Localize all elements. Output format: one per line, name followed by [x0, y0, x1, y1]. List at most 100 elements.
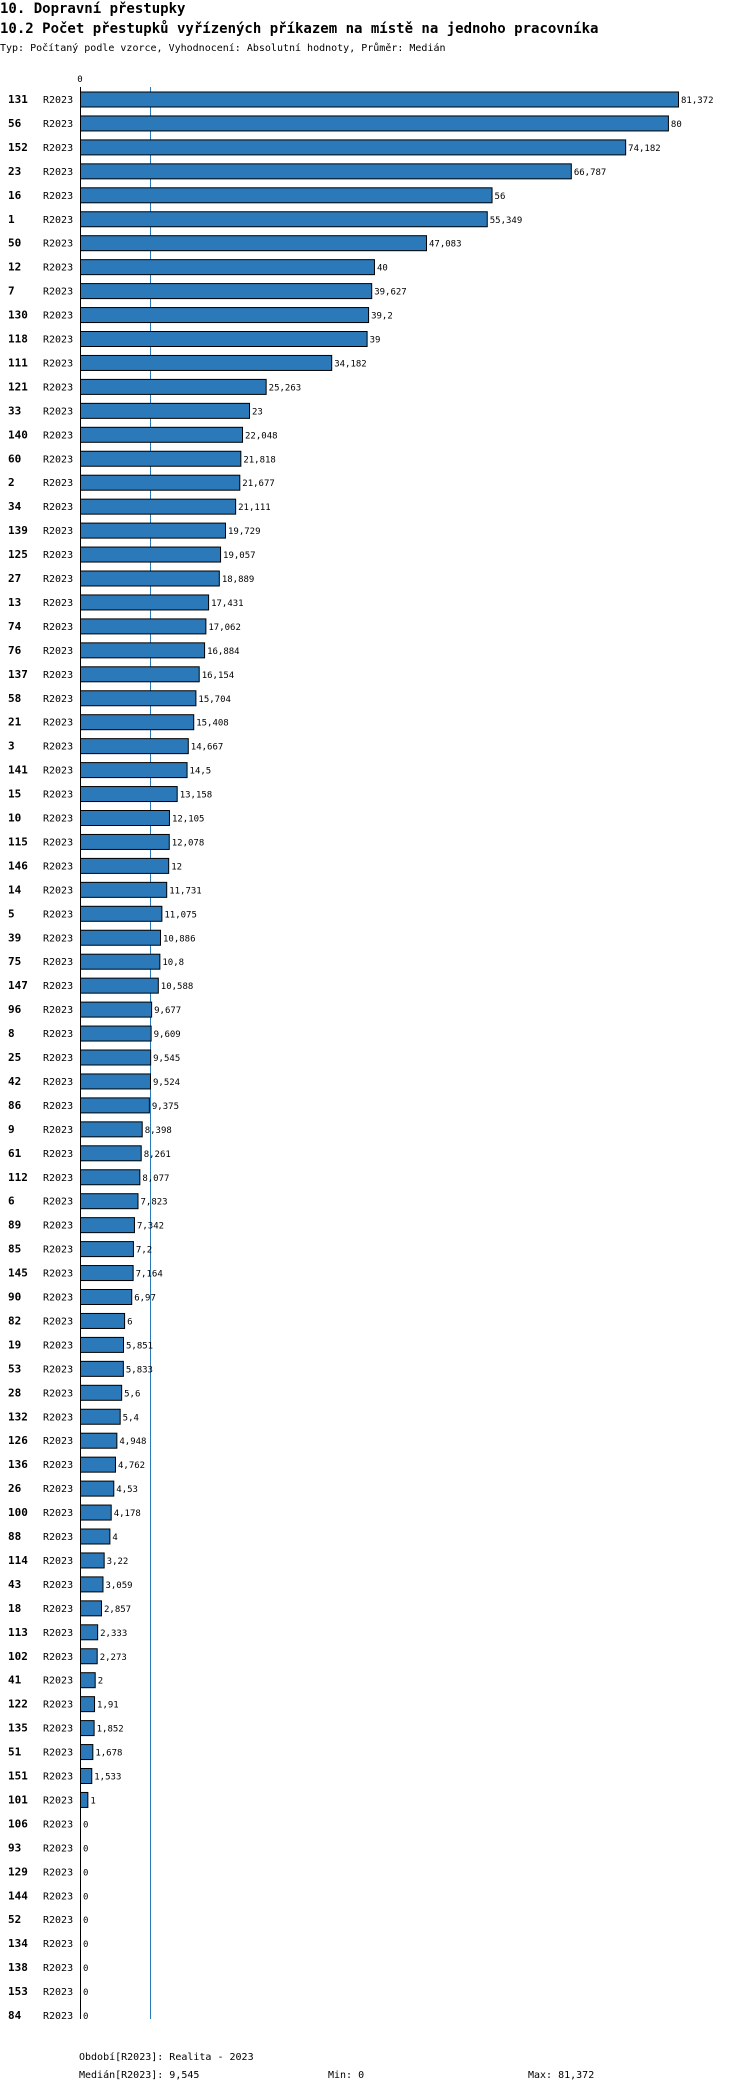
value-label: 2,273 [100, 1653, 127, 1663]
category-label: 130 [8, 309, 28, 322]
category-label: 50 [8, 237, 21, 250]
value-label: 6,97 [134, 1294, 156, 1304]
value-label: 9,375 [152, 1102, 179, 1112]
value-label: 4,178 [114, 1509, 141, 1519]
value-label: 23 [252, 407, 263, 417]
value-label: 74,182 [628, 144, 661, 154]
value-label: 55,349 [490, 216, 523, 226]
category-label: 74 [8, 620, 22, 633]
value-label: 7,2 [136, 1246, 152, 1256]
value-label: 3,059 [105, 1581, 132, 1591]
category-label: 14 [8, 883, 22, 896]
period-label: R2023 [43, 382, 73, 393]
bar [80, 1504, 112, 1521]
category-label: 28 [8, 1386, 21, 1399]
bar [80, 307, 370, 324]
bar [80, 714, 195, 731]
value-label: 39,627 [374, 288, 407, 298]
value-label: 10,886 [163, 934, 196, 944]
value-label: 0 [83, 1940, 88, 1950]
bar [80, 1265, 134, 1282]
footer-max: Max: 81,372 [528, 2070, 595, 2081]
value-label: 80 [671, 120, 682, 130]
bar [80, 690, 197, 707]
value-label: 4,53 [116, 1485, 138, 1495]
value-label: 66,787 [574, 168, 607, 178]
value-label: 0 [83, 2012, 88, 2022]
bar [80, 905, 163, 922]
value-label: 7,823 [140, 1198, 167, 1208]
bar [80, 187, 493, 204]
period-label: R2023 [43, 191, 73, 202]
value-label: 2,333 [100, 1629, 127, 1639]
bar [80, 498, 237, 515]
bar [80, 1169, 141, 1186]
value-label: 9,677 [154, 1006, 181, 1016]
value-label: 2 [98, 1677, 103, 1687]
period-label: R2023 [43, 1125, 73, 1136]
period-label: R2023 [43, 550, 73, 561]
period-label: R2023 [43, 1316, 73, 1327]
category-label: 146 [8, 859, 28, 872]
bar [80, 786, 178, 803]
value-label: 15,408 [196, 719, 229, 729]
period-label: R2023 [43, 574, 73, 585]
period-label: R2023 [43, 502, 73, 513]
period-label: R2023 [43, 478, 73, 489]
period-label: R2023 [43, 1795, 73, 1806]
period-label: R2023 [43, 1005, 73, 1016]
period-label: R2023 [43, 1101, 73, 1112]
value-label: 22,048 [245, 431, 278, 441]
bar [80, 378, 267, 395]
period-label: R2023 [43, 1221, 73, 1232]
period-label: R2023 [43, 837, 73, 848]
category-label: 96 [8, 1003, 22, 1016]
value-label: 0 [83, 1988, 88, 1998]
category-label: 122 [8, 1698, 28, 1711]
category-label: 18 [8, 1602, 21, 1615]
category-label: 121 [8, 380, 28, 393]
bar [80, 666, 200, 683]
category-label: 115 [8, 835, 28, 848]
period-label: R2023 [43, 1724, 73, 1735]
value-label: 0 [83, 1820, 88, 1830]
value-label: 4,762 [118, 1461, 145, 1471]
period-label: R2023 [43, 742, 73, 753]
page-title: 10. Dopravní přestupky [0, 1, 186, 17]
bar [80, 1696, 96, 1713]
period-label: R2023 [43, 1053, 73, 1064]
value-label: 19,729 [228, 527, 261, 537]
bar [80, 977, 159, 994]
value-label: 1,852 [97, 1725, 124, 1735]
period-label: R2023 [43, 1556, 73, 1567]
category-label: 147 [8, 979, 28, 992]
bar [80, 1791, 89, 1808]
bar [80, 1289, 133, 1305]
category-label: 113 [8, 1626, 28, 1639]
value-label: 4,948 [119, 1437, 146, 1447]
bar [80, 1456, 116, 1473]
category-label: 112 [8, 1171, 28, 1184]
category-label: 102 [8, 1650, 28, 1663]
bar [80, 1648, 98, 1665]
category-label: 2 [8, 476, 15, 489]
bar [80, 929, 162, 946]
category-label: 85 [8, 1243, 21, 1256]
category-label: 52 [8, 1913, 21, 1926]
bar [80, 1576, 104, 1593]
bar [80, 1624, 99, 1641]
bar [80, 1336, 124, 1353]
category-label: 125 [8, 548, 28, 561]
period-label: R2023 [43, 1915, 73, 1926]
period-label: R2023 [43, 885, 73, 896]
category-label: 58 [8, 692, 21, 705]
period-label: R2023 [43, 119, 73, 130]
category-label: 76 [8, 644, 22, 657]
bar [80, 1768, 93, 1784]
period-label: R2023 [43, 1508, 73, 1519]
category-label: 137 [8, 668, 28, 681]
value-label: 9,545 [153, 1054, 180, 1064]
period-label: R2023 [43, 1388, 73, 1399]
bar [80, 857, 170, 874]
period-label: R2023 [43, 981, 73, 992]
